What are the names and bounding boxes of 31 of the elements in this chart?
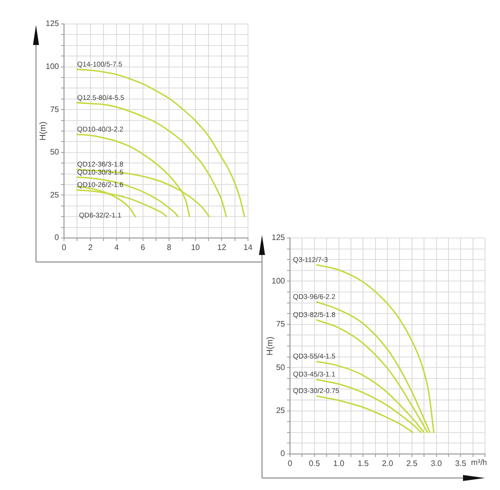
y-tick-label: 25	[50, 190, 60, 200]
y-tick-label: 0	[54, 233, 60, 242]
y-tick-label: 125	[46, 19, 60, 28]
x-tick-label: 1.5	[358, 459, 370, 468]
x-tick-label: 14	[244, 243, 253, 252]
x-tick-label: 2.5	[406, 459, 418, 468]
y-tick-label: 100	[272, 276, 286, 286]
y-axis-title: H(m)	[37, 121, 48, 140]
x-tick-label: 3.0	[430, 459, 442, 468]
y-tick-label: 75	[50, 104, 60, 114]
y-tick-label: 125	[272, 233, 286, 242]
x-axis-title: m³/h	[471, 458, 487, 468]
y-tick-label: 0	[280, 449, 286, 458]
x-tick-label: 2.0	[382, 459, 394, 468]
x-tick-label: 1.0	[333, 459, 345, 468]
x-tick-label: 0	[288, 459, 293, 468]
x-tick-label: 10	[190, 243, 200, 252]
x-tick-label: 0.5	[308, 459, 320, 468]
y-axis-title: H(m)	[264, 336, 274, 356]
x-tick-label: 6	[140, 243, 146, 252]
y-tick-label: 25	[276, 406, 286, 416]
x-tick-label: 2	[88, 243, 94, 252]
x-tick-label: 0	[62, 243, 67, 252]
y-tick-label: 50	[50, 148, 60, 157]
x-tick-label: 12	[217, 243, 227, 252]
y-tick-label: 75	[276, 320, 286, 329]
x-tick-label: 8	[166, 243, 172, 252]
y-tick-label: 50	[276, 362, 286, 372]
x-tick-label: 4	[114, 243, 120, 252]
x-tick-label: 3.5	[455, 459, 467, 468]
y-tick-label: 100	[46, 62, 60, 72]
